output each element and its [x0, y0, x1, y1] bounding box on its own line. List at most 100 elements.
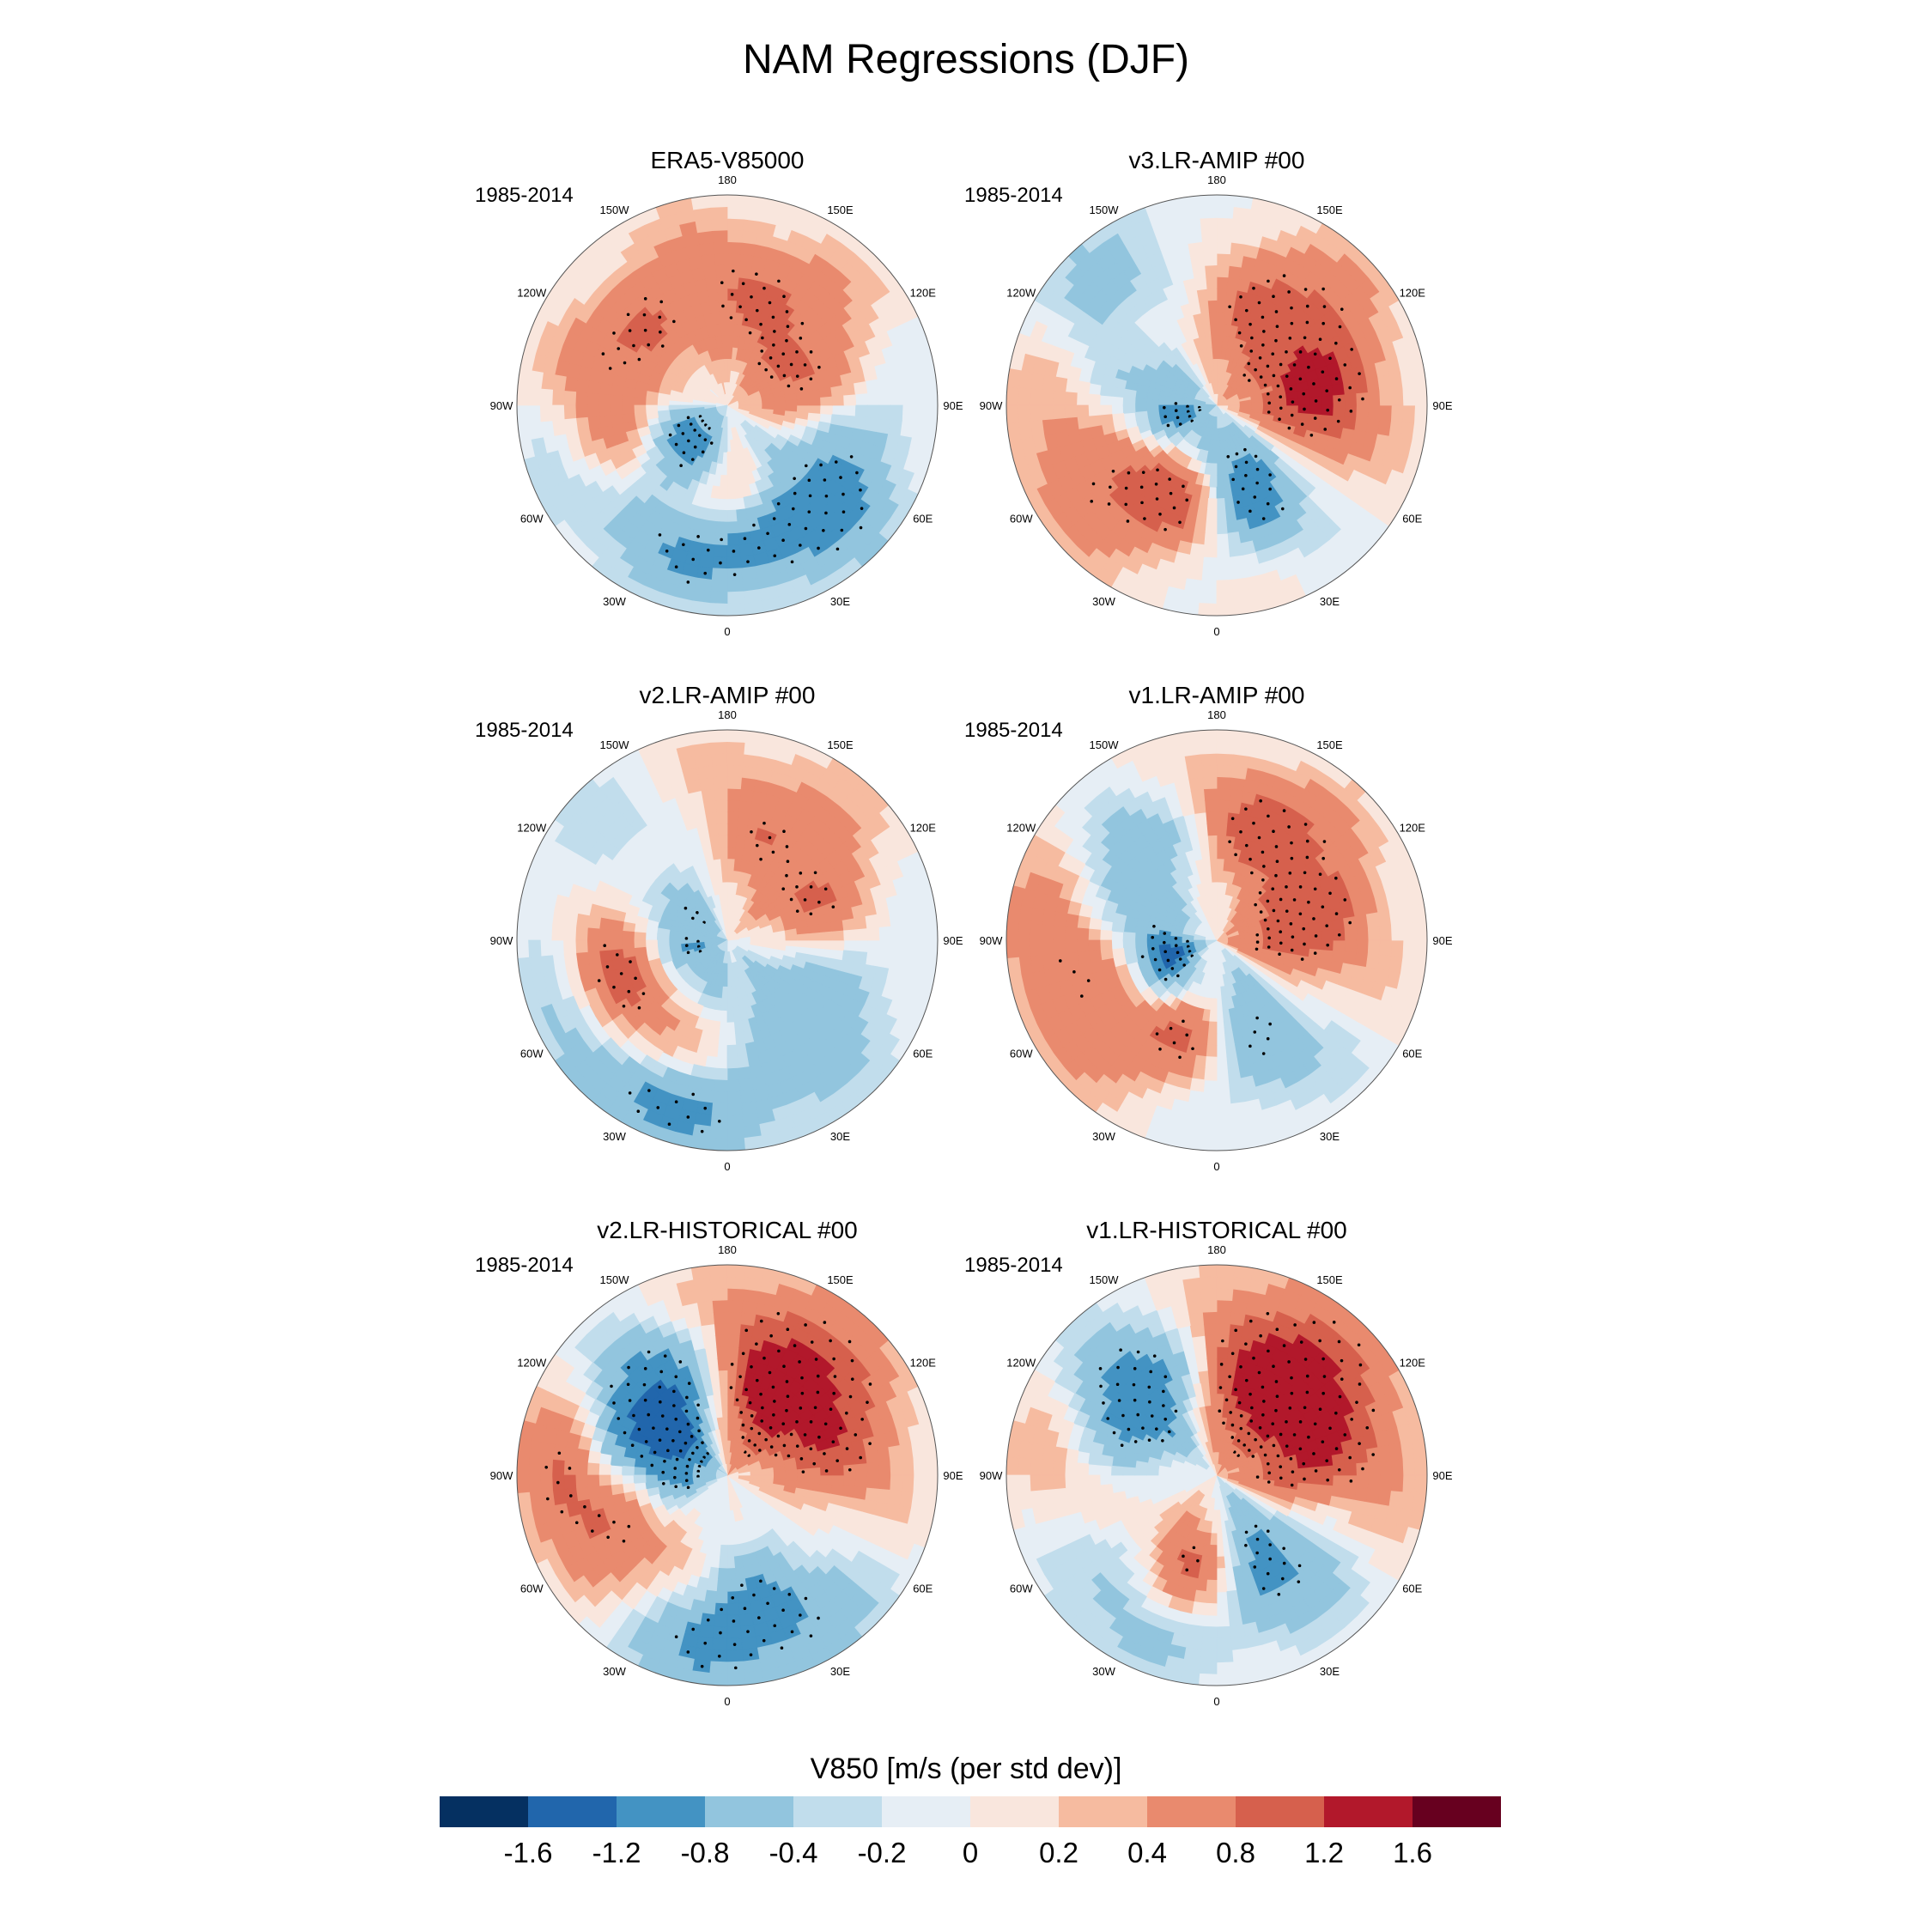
field-cell — [796, 404, 810, 413]
field-cell — [1194, 1054, 1207, 1069]
polar-map: 180 150E 120E 90E 60E 30E 0 30W 60W 90W 120W 150W — [427, 681, 1028, 1173]
significance-dot — [1312, 382, 1315, 386]
longitude-label: 30W — [603, 1130, 626, 1143]
field-cell — [1228, 1078, 1244, 1092]
significance-dot — [641, 992, 646, 995]
field-cell — [1196, 896, 1206, 909]
significance-dot — [1280, 507, 1285, 511]
significance-dot — [1174, 409, 1178, 413]
field-cell — [634, 388, 647, 399]
field-cell — [563, 952, 579, 969]
longitude-label: 30E — [830, 595, 850, 608]
field-cell — [1297, 946, 1310, 957]
longitude-label: 150W — [600, 204, 630, 216]
field-cell — [807, 411, 821, 422]
field-cell — [1367, 390, 1381, 406]
field-cell — [517, 386, 530, 406]
field-cell — [1084, 796, 1105, 817]
field-cell — [1320, 414, 1334, 427]
field-cell — [563, 417, 579, 434]
field-cell — [708, 730, 728, 743]
significance-dot — [1258, 891, 1262, 895]
field-cell — [1099, 404, 1113, 416]
significance-dot — [628, 1091, 632, 1095]
map-boundary — [516, 194, 939, 617]
field-cell — [720, 998, 728, 1012]
field-cell — [1216, 288, 1228, 301]
significance-dot — [789, 362, 793, 367]
significance-dot — [682, 543, 685, 547]
significance-dot — [823, 887, 828, 891]
significance-dot — [1155, 497, 1159, 501]
significance-dot — [1182, 1019, 1185, 1024]
field-cell — [1225, 823, 1238, 837]
map-panel: 180 150E 120E 90E 60E 30E 0 30W 60W 90W 120W 150W v2… — [427, 1216, 1028, 1708]
field-cell — [574, 392, 588, 406]
significance-dot — [823, 478, 827, 482]
field-cell — [1333, 939, 1346, 952]
field-cell — [1029, 388, 1043, 406]
significance-dot — [1348, 920, 1352, 925]
significance-dot — [1140, 955, 1145, 958]
longitude-label: 120E — [910, 822, 937, 835]
significance-dot — [1305, 320, 1309, 325]
field-cell — [1216, 276, 1229, 289]
significance-dot — [665, 549, 669, 553]
field-cell — [1157, 934, 1171, 941]
field-cell — [1216, 334, 1224, 348]
field-cell — [1064, 927, 1078, 941]
significance-dot — [795, 885, 799, 889]
field-cell — [622, 386, 636, 398]
field-cell — [696, 230, 714, 245]
significance-dot — [1321, 856, 1325, 860]
field-cell — [1321, 520, 1341, 540]
field-cell — [1203, 787, 1218, 801]
longitude-label: 120W — [517, 822, 547, 835]
longitude-label: 90E — [1432, 934, 1452, 947]
field-cell — [716, 509, 728, 523]
significance-dot — [803, 898, 807, 902]
field-cell — [726, 764, 744, 778]
significance-dot — [674, 565, 678, 569]
significance-dot — [1338, 325, 1342, 329]
significance-dot — [791, 507, 795, 511]
field-cell — [563, 376, 579, 393]
field-cell — [1230, 765, 1248, 780]
significance-dot — [612, 331, 616, 335]
significance-dot — [786, 860, 790, 864]
significance-dot — [1290, 856, 1294, 860]
longitude-label: 120W — [1006, 287, 1036, 300]
field-cell — [1122, 404, 1136, 414]
significance-dot — [637, 357, 641, 361]
significance-dot — [1249, 509, 1252, 513]
field-cell — [1210, 463, 1218, 477]
field-cell — [738, 264, 752, 279]
field-cell — [1157, 399, 1171, 406]
significance-dot — [1274, 310, 1279, 313]
field-cell — [584, 453, 601, 471]
field-cell — [831, 929, 845, 941]
significance-dot — [720, 281, 724, 285]
significance-dot — [1266, 927, 1270, 931]
significance-dot — [1298, 377, 1303, 381]
significance-dot — [1267, 401, 1271, 405]
field-cell — [610, 939, 623, 951]
field-cell — [1064, 404, 1078, 419]
significance-dot — [1163, 950, 1168, 954]
field-cell — [1053, 376, 1068, 393]
significance-dot — [1072, 970, 1076, 974]
field-cell — [726, 206, 745, 220]
significance-dot — [807, 510, 811, 513]
significance-dot — [667, 1122, 671, 1126]
field-cell — [726, 730, 746, 743]
field-cell — [854, 416, 868, 430]
significance-dot — [1228, 305, 1231, 309]
significance-dot — [762, 286, 766, 290]
significance-dot — [755, 308, 759, 313]
field-cell — [1230, 230, 1248, 245]
field-cell — [551, 404, 565, 422]
field-cell — [1365, 376, 1381, 393]
field-cell — [865, 913, 879, 929]
field-cell — [709, 1126, 728, 1139]
field-cell — [700, 253, 716, 268]
